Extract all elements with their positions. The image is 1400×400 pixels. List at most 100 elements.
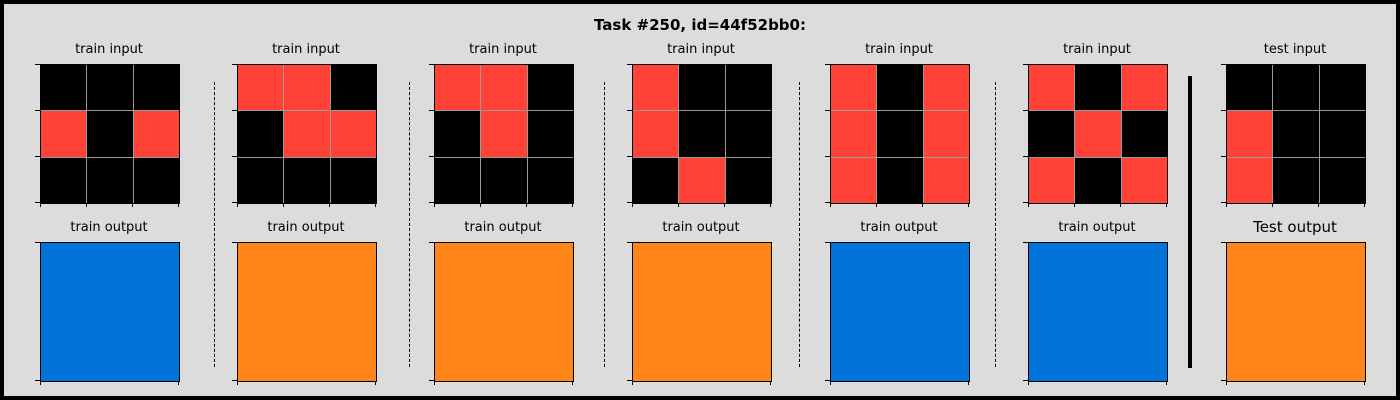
grid-cell (633, 65, 679, 111)
axis-tick (1023, 156, 1028, 157)
train-input-grid (40, 64, 180, 204)
train-output-grid (632, 242, 772, 382)
axis-tick (434, 381, 435, 385)
grid-cell (133, 157, 179, 203)
train-output-label: train output (662, 220, 740, 235)
grid-cell (1121, 157, 1167, 203)
grid-cell (133, 65, 179, 111)
train-test-separator (1188, 76, 1192, 368)
grid-cell (1273, 65, 1319, 111)
grid-cell (87, 65, 133, 111)
train-input-label: train input (469, 42, 537, 57)
train-input-label: train input (75, 42, 143, 57)
axis-tick (1023, 110, 1028, 111)
axis-tick (1272, 203, 1273, 207)
axis-tick (40, 381, 41, 385)
axis-tick (434, 203, 435, 207)
grid-cell (435, 243, 573, 381)
test-output-grid (1226, 242, 1366, 382)
axis-tick (86, 203, 87, 207)
grid-cell (1075, 111, 1121, 157)
axis-tick (40, 203, 41, 207)
train-input-grid (632, 64, 772, 204)
axis-tick (429, 380, 434, 381)
train-input-label: train input (272, 42, 340, 57)
pair-separator (995, 82, 996, 367)
train-output-grid (1028, 242, 1168, 382)
grid-cell (238, 111, 284, 157)
grid-cell (923, 111, 969, 157)
pair-separator (604, 82, 605, 367)
grid-cell (330, 157, 376, 203)
axis-tick (35, 380, 40, 381)
axis-tick (825, 156, 830, 157)
test-input-grid (1226, 64, 1366, 204)
axis-tick (1023, 64, 1028, 65)
axis-tick (1023, 380, 1028, 381)
axis-tick (1023, 202, 1028, 203)
axis-tick (724, 203, 725, 207)
grid-cell (633, 157, 679, 203)
grid-cell (725, 111, 771, 157)
axis-tick (627, 156, 632, 157)
grid-cell (481, 157, 527, 203)
axis-tick (1221, 156, 1226, 157)
train-input-label: train input (667, 42, 735, 57)
grid-cell (877, 157, 923, 203)
axis-tick (1221, 380, 1226, 381)
axis-tick (480, 203, 481, 207)
grid-cell (831, 65, 877, 111)
grid-cell (527, 111, 573, 157)
axis-tick (526, 203, 527, 207)
train-output-grid (237, 242, 377, 382)
grid-cell (1075, 65, 1121, 111)
grid-cell (238, 243, 376, 381)
axis-tick (1364, 203, 1365, 207)
axis-tick (627, 202, 632, 203)
grid-cell (1319, 65, 1365, 111)
axis-tick (1221, 64, 1226, 65)
grid-cell (87, 111, 133, 157)
axis-tick (375, 381, 376, 385)
grid-cell (330, 65, 376, 111)
train-input-grid (1028, 64, 1168, 204)
pair-separator (409, 82, 410, 367)
axis-tick (825, 64, 830, 65)
axis-tick (429, 242, 434, 243)
axis-tick (35, 64, 40, 65)
axis-tick (825, 380, 830, 381)
axis-tick (1023, 242, 1028, 243)
grid-cell (1029, 157, 1075, 203)
grid-cell (435, 157, 481, 203)
grid-cell (41, 243, 179, 381)
axis-tick (1166, 203, 1167, 207)
axis-tick (429, 156, 434, 157)
grid-cell (435, 111, 481, 157)
axis-tick (178, 203, 179, 207)
train-output-label: train output (860, 220, 938, 235)
grid-cell (1227, 111, 1273, 157)
train-input-grid (237, 64, 377, 204)
axis-tick (678, 203, 679, 207)
grid-cell (527, 65, 573, 111)
axis-tick (237, 381, 238, 385)
train-output-grid (830, 242, 970, 382)
grid-cell (633, 111, 679, 157)
grid-cell (238, 65, 284, 111)
test-input-label: test input (1263, 42, 1327, 57)
axis-tick (232, 156, 237, 157)
grid-cell (1029, 111, 1075, 157)
grid-cell (435, 65, 481, 111)
train-output-label: train output (70, 220, 148, 235)
axis-tick (572, 381, 573, 385)
axis-tick (830, 381, 831, 385)
figure-title: Task #250, id=44f52bb0: (594, 16, 806, 34)
grid-cell (481, 111, 527, 157)
axis-tick (968, 381, 969, 385)
train-output-label: train output (267, 220, 345, 235)
axis-tick (429, 202, 434, 203)
grid-cell (1029, 243, 1167, 381)
grid-cell (284, 157, 330, 203)
grid-cell (1273, 111, 1319, 157)
axis-tick (770, 381, 771, 385)
